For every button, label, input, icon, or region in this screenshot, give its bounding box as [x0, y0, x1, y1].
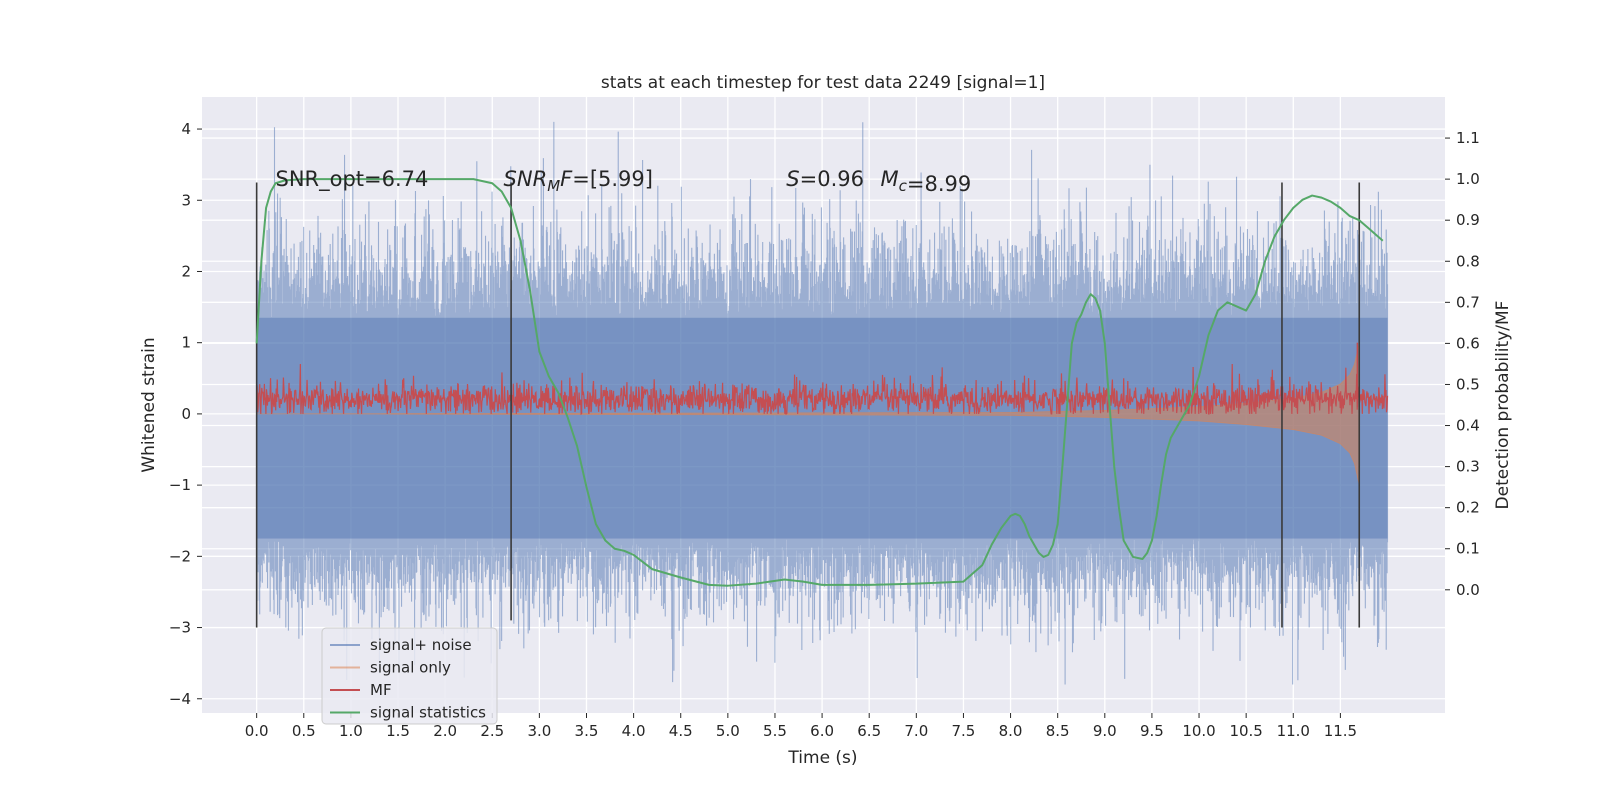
y-tick-label: 2 [181, 262, 191, 280]
y-tick-label: 3 [181, 191, 191, 209]
x-tick-label: 8.0 [999, 722, 1023, 740]
x-tick-label: 9.0 [1093, 722, 1117, 740]
y2-tick-label: 1.0 [1456, 170, 1480, 188]
x-tick-label: 11.5 [1324, 722, 1357, 740]
annotation-snr-opt: SNR_opt=6.74 [276, 167, 429, 192]
y2-tick-label: 0.4 [1456, 417, 1480, 435]
x-tick-label: 3.5 [575, 722, 599, 740]
x-tick-label: 3.0 [527, 722, 551, 740]
x-tick-label: 0.0 [245, 722, 269, 740]
x-tick-label: 1.5 [386, 722, 410, 740]
annotation-snr-mf: SNRMF=[5.99] [504, 167, 653, 195]
legend-entry: signal statistics [370, 704, 486, 722]
x-tick-label: 10.0 [1182, 722, 1215, 740]
y2-tick-label: 0.8 [1456, 252, 1480, 270]
x-tick-label: 9.5 [1140, 722, 1164, 740]
x-tick-label: 7.0 [904, 722, 928, 740]
y-axis-label: Whitened strain [139, 337, 159, 472]
y2-tick-label: 0.0 [1456, 581, 1480, 599]
x-tick-label: 4.5 [669, 722, 693, 740]
y2-tick-label: 0.7 [1456, 293, 1480, 311]
legend-box [321, 627, 498, 725]
x-axis-label: Time (s) [787, 748, 857, 768]
signal-noise-core [256, 317, 1388, 539]
y-tick-label: −4 [169, 690, 191, 708]
series-signal-statistics [255, 178, 1384, 587]
x-tick-label: 10.5 [1229, 722, 1262, 740]
annotation-mc: Mc=8.99 [881, 167, 972, 196]
x-tick-label: 2.0 [433, 722, 457, 740]
y-tick-label: 1 [181, 334, 191, 352]
x-tick-label: 6.0 [810, 722, 834, 740]
y-tick-labels: −4 −3 −2 −1 0 1 2 3 4 [169, 120, 202, 708]
x-tick-label: 2.5 [480, 722, 504, 740]
y2-tick-label: 0.3 [1456, 458, 1480, 476]
chart-title: stats at each timestep for test data 224… [601, 73, 1045, 93]
signal-statistics-line [255, 178, 1384, 587]
y2-tick-label: 0.9 [1456, 211, 1480, 229]
legend: signal+ noise signal only MF signal statist… [321, 627, 498, 725]
y-tick-label: −1 [169, 476, 191, 494]
series-signal-noise [256, 121, 1389, 685]
x-tick-labels: 0.0 0.5 1.0 1.5 2.0 2.5 3.0 3.5 4.0 4.5 5.0 5.5 6.0 6… [245, 713, 1357, 740]
y-tick-label: 0 [181, 405, 191, 423]
x-tick-label: 5.5 [763, 722, 787, 740]
y-tick-label: −3 [169, 619, 191, 637]
y2-tick-label: 0.5 [1456, 375, 1480, 393]
x-tick-label: 6.5 [857, 722, 881, 740]
x-tick-label: 5.0 [716, 722, 740, 740]
y2-tick-label: 0.2 [1456, 499, 1480, 517]
y2-tick-label: 1.1 [1456, 129, 1480, 147]
x-tick-label: 7.5 [952, 722, 976, 740]
x-tick-label: 1.0 [339, 722, 363, 740]
x-tick-label: 8.5 [1046, 722, 1070, 740]
annotation-s: S=0.96 [786, 167, 864, 191]
legend-entry: MF [370, 681, 392, 699]
y2-tick-labels: 0.0 0.1 0.2 0.3 0.4 0.5 0.6 0.7 0.8 0.9 1.0 1.1 [1445, 129, 1480, 599]
y-tick-label: −2 [169, 547, 191, 565]
legend-entry: signal+ noise [370, 636, 472, 654]
y2-axis-label: Detection probability/MF [1493, 301, 1513, 510]
y2-tick-label: 0.1 [1456, 540, 1480, 558]
x-tick-label: 4.0 [622, 722, 646, 740]
annotations: SNR_opt=6.74 SNRMF=[5.99] S=0.96 Mc=8.99 [276, 167, 972, 196]
y2-tick-label: 0.6 [1456, 334, 1480, 352]
x-tick-label: 11.0 [1277, 722, 1310, 740]
x-tick-label: 0.5 [292, 722, 316, 740]
y-tick-label: 4 [181, 120, 191, 138]
vertical-marker-lines [255, 182, 1361, 628]
mf-trace [256, 364, 1389, 416]
series-mf [256, 342, 1389, 416]
legend-entry: signal only [370, 659, 451, 677]
